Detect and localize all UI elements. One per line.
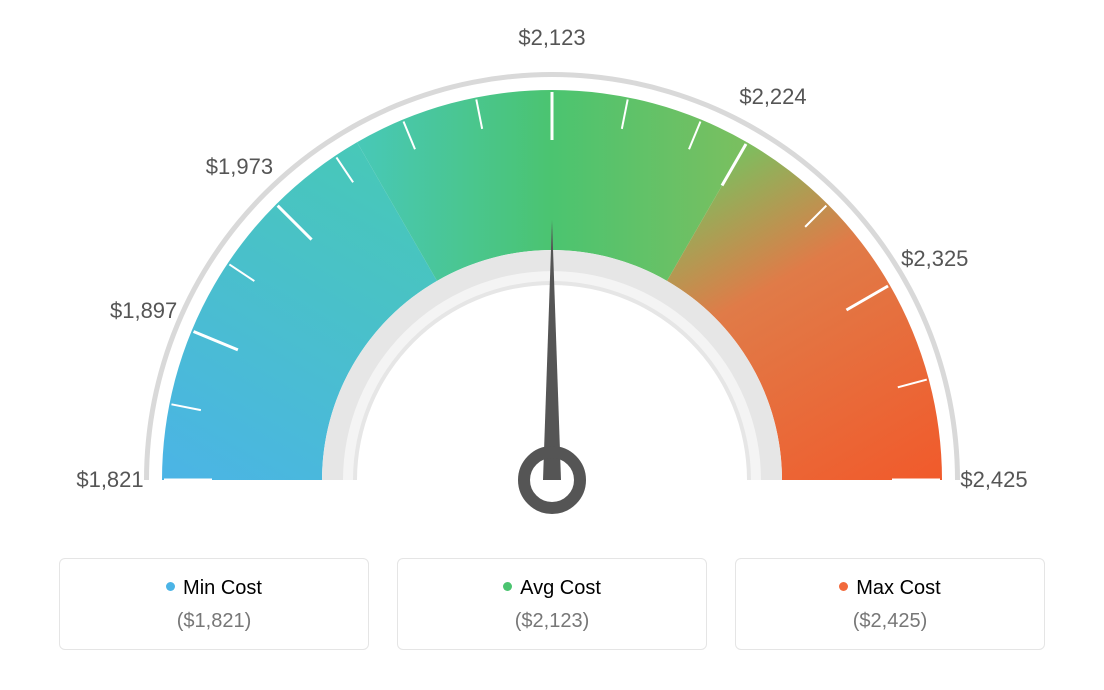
legend-card-avg: Avg Cost ($2,123) [397, 558, 707, 650]
legend-title-avg: Avg Cost [408, 577, 696, 600]
legend-title-text: Min Cost [183, 577, 262, 599]
gauge-tick-label: $2,123 [518, 25, 585, 51]
gauge-tick-label: $1,973 [206, 154, 273, 180]
gauge-tick-label: $2,325 [901, 246, 968, 272]
gauge-tick-label: $2,224 [739, 84, 806, 110]
legend-card-min: Min Cost ($1,821) [59, 558, 369, 650]
legend-card-max: Max Cost ($2,425) [735, 558, 1045, 650]
gauge-tick-label: $1,897 [110, 298, 177, 324]
legend-dot-max [839, 582, 848, 591]
legend-title-text: Max Cost [856, 577, 940, 599]
cost-gauge: $1,821 $1,897 $1,973 $2,123 $2,224 $2,325 $2,4… [0, 0, 1104, 540]
legend-value-avg: ($2,123) [408, 610, 696, 633]
legend-value-min: ($1,821) [70, 610, 358, 633]
gauge-tick-label: $2,425 [960, 467, 1027, 493]
legend-dot-min [166, 582, 175, 591]
legend-value-max: ($2,425) [746, 610, 1034, 633]
legend-title-max: Max Cost [746, 577, 1034, 600]
legend-dot-avg [503, 582, 512, 591]
legend-title-text: Avg Cost [520, 577, 601, 599]
gauge-tick-label: $1,821 [76, 467, 143, 493]
legend-row: Min Cost ($1,821) Avg Cost ($2,123) Max … [0, 558, 1104, 650]
legend-title-min: Min Cost [70, 577, 358, 600]
